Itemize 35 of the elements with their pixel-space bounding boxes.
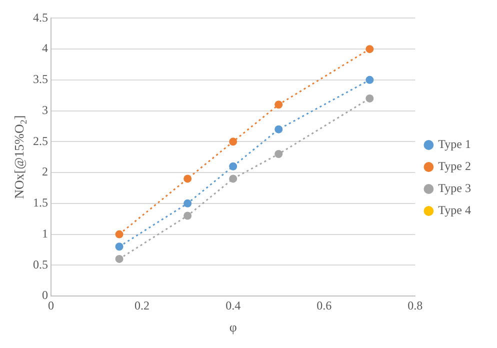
x-tick-label: 0.6 (316, 298, 332, 312)
y-tick-label: 2.5 (33, 134, 48, 148)
legend-label: Type 2 (438, 159, 472, 174)
x-tick-label: 0.8 (408, 298, 423, 312)
x-tick-label: 0.4 (226, 298, 241, 312)
y-tick-label: 2 (42, 164, 48, 179)
y-tick-label: 3 (42, 102, 48, 117)
point (229, 138, 238, 146)
y-tick-label: 0.5 (33, 257, 48, 272)
y-axis-title: NOx[@15%O2] (11, 115, 28, 199)
legend-label: Type 3 (438, 181, 472, 196)
point (366, 94, 374, 102)
point (229, 174, 238, 183)
point (115, 242, 124, 251)
y-tick-label: 3.5 (33, 72, 48, 86)
x-axis-title: φ (229, 320, 237, 335)
point (229, 162, 238, 170)
y-tick-label: 4.5 (33, 10, 48, 24)
y-tick-label: 1.5 (33, 196, 48, 210)
point (115, 254, 124, 263)
point (184, 212, 192, 220)
point (274, 100, 283, 109)
y-tick-label: 4 (42, 41, 48, 56)
point (366, 76, 374, 84)
y-tick-label: 1 (42, 226, 48, 240)
point (184, 199, 192, 208)
point (274, 150, 283, 158)
point (274, 125, 283, 134)
legend-label: Type 1 (438, 137, 472, 152)
point (184, 174, 192, 183)
x-tick-label: 0.2 (134, 298, 150, 312)
point (115, 230, 124, 238)
point (366, 45, 374, 54)
y-tick-label: 0 (42, 288, 48, 302)
legend-label: Type 4 (438, 203, 472, 218)
